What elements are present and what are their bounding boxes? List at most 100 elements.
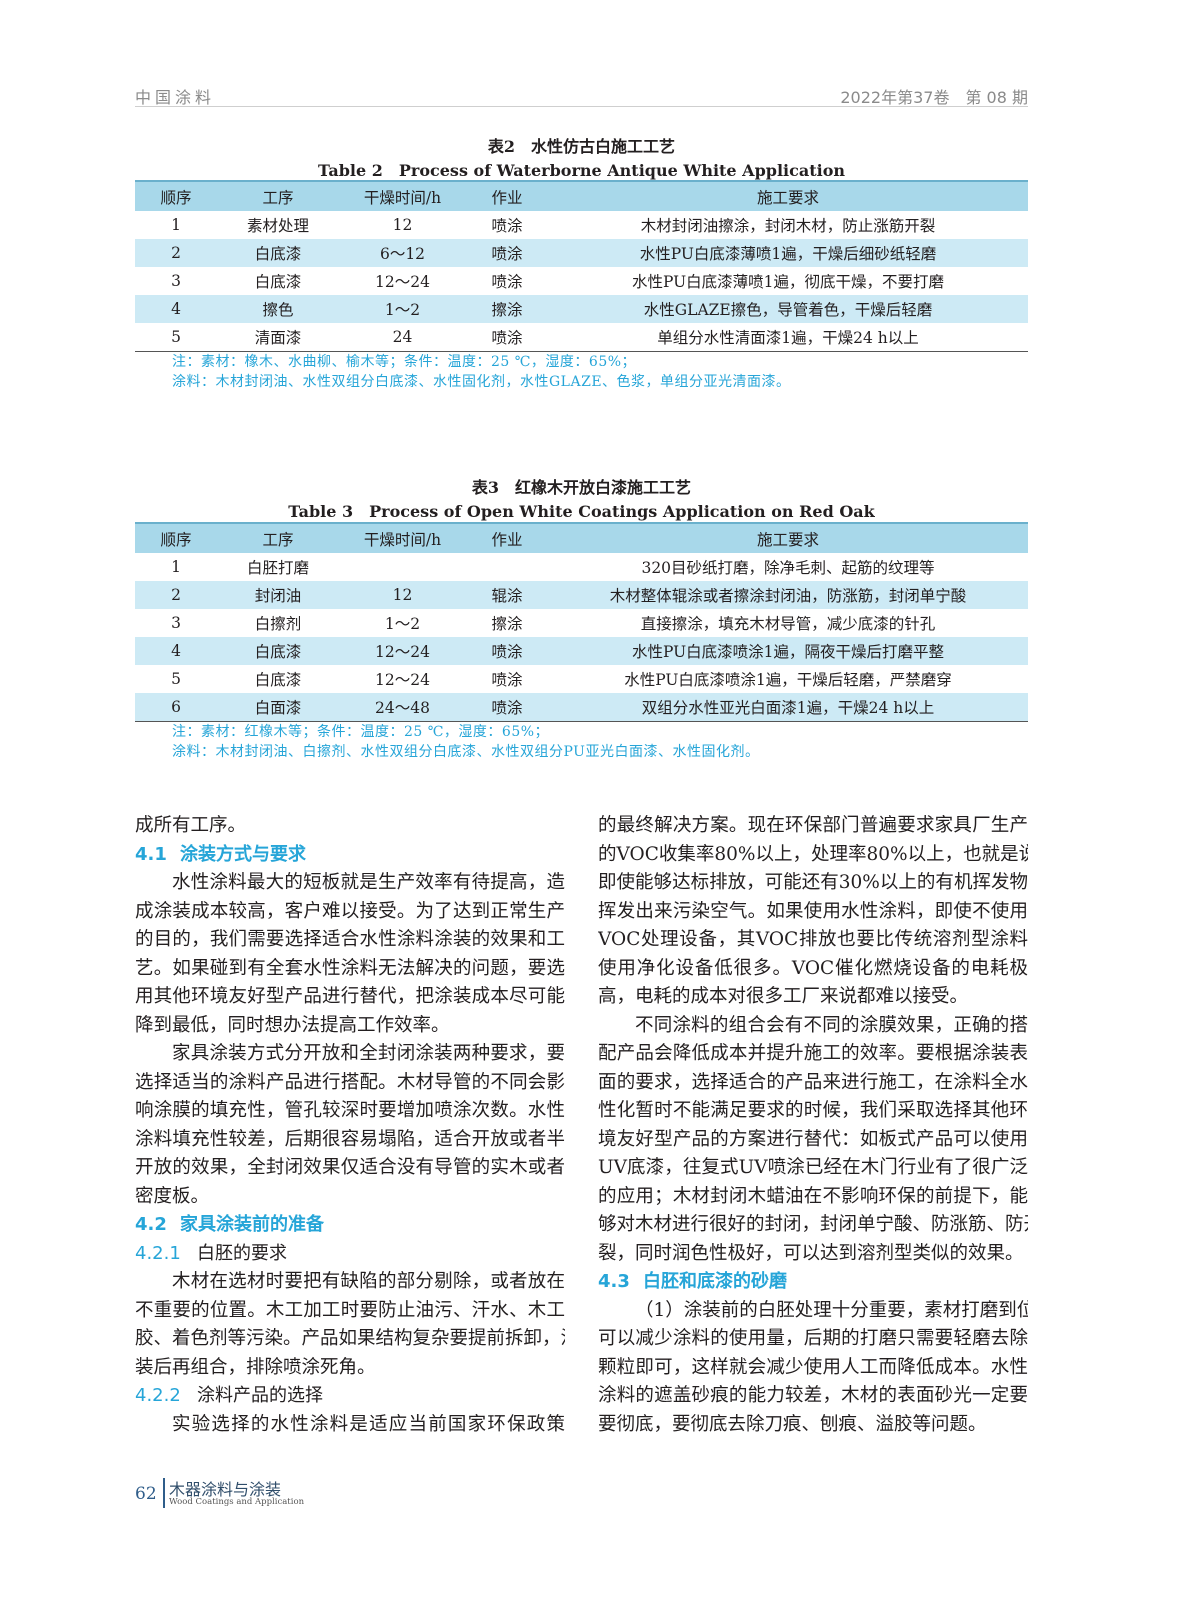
heading-text: 白胚的要求 xyxy=(197,1242,287,1264)
paragraph-line: 不重要的位置。木工加工时要防止油污、汗水、木工 xyxy=(135,1299,565,1321)
table-cell: 喷涂 xyxy=(491,273,523,291)
table-cell: 水性PU白底漆喷涂1遍，干燥后轻磨，严禁磨穿 xyxy=(624,671,952,689)
column-header: 工序 xyxy=(217,522,339,553)
table-cell: 1 xyxy=(171,558,181,576)
paragraph-line: 涂料填充性较差，后期很容易塌陷，适合开放或者半 xyxy=(135,1128,565,1150)
paragraph-line: VOC处理设备，其VOC排放也要比传统溶剂型涂料 xyxy=(598,929,1028,950)
paragraph-line: 降到最低，同时想办法提高工作效率。 xyxy=(135,1014,450,1036)
table-cell: 12～24 xyxy=(375,671,430,689)
paragraph-line: 胶、着色剂等污染。产品如果结构复杂要提前拆卸，涂 xyxy=(135,1328,565,1349)
table-cell: 辊涂 xyxy=(466,581,548,609)
paragraph-line: 境友好型产品的方案进行替代：如板式产品可以使用 xyxy=(598,1128,1028,1150)
table-cell: 擦涂 xyxy=(491,615,523,633)
paragraph-line: 水性涂料最大的短板就是生产效率有待提高，造 xyxy=(172,872,565,893)
table-cell: 3 xyxy=(171,614,181,632)
paragraph-line: 艺。如果碰到有全套水性涂料无法解决的问题，要选 xyxy=(135,957,565,979)
table-cell: 清面漆 xyxy=(217,323,339,352)
journal-name: 中国涂料 xyxy=(135,88,216,107)
table-cell: 双组分水性亚光白面漆1遍，干燥24 h以上 xyxy=(548,693,1028,722)
table-cell: 喷涂 xyxy=(491,217,523,235)
footer-divider xyxy=(163,1478,165,1508)
table-cell: 1～2 xyxy=(339,295,466,323)
section-heading: 4.1 涂装方式与要求 xyxy=(135,841,565,870)
column-header: 干燥时间/h xyxy=(339,522,466,553)
table-row: 2 封闭油 12 辊涂 木材整体辊涂或者擦涂封闭油，防涨筋，封闭单宁酸 xyxy=(135,581,1028,609)
table-cell: 4 xyxy=(135,295,217,323)
table-cell: 6 xyxy=(135,693,217,722)
table-row: 4 白底漆 12～24 喷涂 水性PU白底漆喷涂1遍，隔夜干燥后打磨平整 xyxy=(135,637,1028,665)
table-cell: 喷涂 xyxy=(466,637,548,665)
footer-journal-cn: 木器涂料与涂装 xyxy=(169,1480,282,1499)
table-row: 5 清面漆 24 喷涂 单组分水性清面漆1遍，干燥24 h以上 xyxy=(135,323,1028,352)
heading-number: 4.3 xyxy=(598,1271,630,1292)
table-cell: 喷涂 xyxy=(466,323,548,352)
table2-title-en: Table 2 Process of Waterborne Antique Wh… xyxy=(317,161,845,180)
paragraph-line: 开放的效果，全封闭效果仅适合没有导管的实木或者 xyxy=(135,1157,565,1178)
heading-text: 涂料产品的选择 xyxy=(197,1385,323,1406)
paragraph-line: 成所有工序。 xyxy=(135,815,247,836)
table-cell: 水性PU白底漆薄喷1遍，彻底干燥，不要打磨 xyxy=(631,273,945,291)
table-cell: 单组分水性清面漆1遍，干燥24 h以上 xyxy=(548,323,1028,352)
paragraph-line: 面的要求，选择适合的产品来进行施工，在涂料全水 xyxy=(598,1071,1028,1093)
table2-note-1: 注：素材：橡木、水曲柳、榆木等；条件：温度：25 ℃，湿度：65%； xyxy=(172,354,637,370)
paragraph-line: 够对木材进行很好的封闭，封闭单宁酸、防涨筋、防开 xyxy=(598,1214,1028,1235)
paragraph-line: 要彻底，要彻底去除刀痕、刨痕、溢胶等问题。 xyxy=(598,1413,987,1435)
heading-number: 4.2.2 xyxy=(135,1385,181,1406)
body-column-right: 的最终解决方案。现在环保部门普遍要求家具厂生产 的VOC收集率80%以上，处理率8… xyxy=(598,812,1028,1439)
table-cell: 24 xyxy=(339,323,466,352)
table-cell: 木材封闭油擦涂，封闭木材，防止涨筋开裂 xyxy=(640,217,936,235)
table-row: 5 白底漆 12～24 喷涂 水性PU白底漆喷涂1遍，干燥后轻磨，严禁磨穿 xyxy=(135,665,1028,693)
heading-text: 白胚和底漆的砂磨 xyxy=(643,1271,787,1292)
paragraph-line: 成涂装成本较高，客户难以接受。为了达到正常生产 xyxy=(135,900,565,922)
table-cell: 12 xyxy=(339,581,466,609)
issue-info: 2022年第37卷 第 08 期 xyxy=(840,88,1028,107)
table-cell: 2 xyxy=(135,239,217,267)
table-cell: 喷涂 xyxy=(466,693,548,722)
column-header: 顺序 xyxy=(135,180,217,211)
table-cell: 擦色 xyxy=(217,295,339,323)
table-cell: 3 xyxy=(171,272,181,290)
paragraph-line: 用其他环境友好型产品进行替代，把涂装成本尽可能 xyxy=(135,986,565,1007)
paragraph-line: 家具涂装方式分开放和全封闭涂装两种要求，要 xyxy=(172,1043,565,1064)
subsection-heading: 4.2.2 涂料产品的选择 xyxy=(135,1382,565,1411)
section-heading: 4.2 家具涂装前的准备 xyxy=(135,1211,565,1240)
paragraph-line: 高，电耗的成本对很多工厂来说都难以接受。 xyxy=(598,986,969,1007)
table-cell: 1～2 xyxy=(384,615,421,633)
table-cell: 水性GLAZE擦色，导管着色，干燥后轻磨 xyxy=(548,295,1028,323)
paragraph-line: 的目的，我们需要选择适合水性涂料涂装的效果和工 xyxy=(135,929,565,950)
table2-title-cn: 表2 水性仿古白施工工艺 xyxy=(487,137,676,156)
column-header: 顺序 xyxy=(135,522,217,553)
paragraph-line: 不同涂料的组合会有不同的涂膜效果，正确的搭 xyxy=(635,1014,1028,1036)
body-column-left: 成所有工序。 4.1 涂装方式与要求 水性涂料最大的短板就是生产效率有待提高，造成涂装… xyxy=(135,812,565,1439)
table-cell: 木材整体辊涂或者擦涂封闭油，防涨筋，封闭单宁酸 xyxy=(548,581,1028,609)
table-row: 2 白底漆 6～12 喷涂 水性PU白底漆薄喷1遍，干燥后细砂纸轻磨 xyxy=(135,239,1028,267)
table3-note-1: 注：素材：红橡木等；条件：温度：25 ℃，湿度：65%； xyxy=(172,724,550,740)
table2-note-2: 涂料：木材封闭油、水性双组分白底漆、水性固化剂，水性GLAZE、色浆，单组分亚光… xyxy=(172,374,791,390)
table2: 顺序 工序 干燥时间/h 作业 施工要求 1 素材处理 12 喷涂 木材封闭油擦涂，封闭木材，防止… xyxy=(135,180,1028,352)
column-header: 干燥时间/h xyxy=(339,180,466,211)
paragraph-line: 使用净化设备低很多。VOC催化燃烧设备的电耗极 xyxy=(598,957,1028,979)
table-cell: 白底漆 xyxy=(217,239,339,267)
table-header-row: 顺序 工序 干燥时间/h 作业 施工要求 xyxy=(135,180,1028,211)
table-row: 1 素材处理 12 喷涂 木材封闭油擦涂，封闭木材，防止涨筋开裂 xyxy=(135,211,1028,239)
column-header: 作业 xyxy=(466,180,548,211)
table-cell: 白底漆 xyxy=(254,671,302,689)
heading-text: 家具涂装前的准备 xyxy=(180,1214,324,1235)
page-number: 62 xyxy=(135,1484,157,1504)
paragraph-line: 挥发出来污染空气。如果使用水性涂料，即使不使用 xyxy=(598,900,1028,922)
paragraph-line: 的应用；木材封闭木蜡油在不影响环保的前提下，能 xyxy=(598,1185,1028,1207)
table-cell: 封闭油 xyxy=(217,581,339,609)
paragraph-line: 密度板。 xyxy=(135,1185,210,1207)
table-cell: 5 xyxy=(135,323,217,352)
table-cell: 白擦剂 xyxy=(254,615,302,633)
paragraph-line: 可以减少涂料的使用量，后期的打磨只需要轻磨去除 xyxy=(598,1328,1028,1349)
paragraph-line: 的最终解决方案。现在环保部门普遍要求家具厂生产 xyxy=(598,815,1028,836)
paragraph-line: 裂，同时润色性极好，可以达到溶剂型类似的效果。 xyxy=(598,1242,1024,1264)
paragraph-line: 选择适当的涂料产品进行搭配。木材导管的不同会影 xyxy=(135,1071,565,1093)
table-cell: 擦涂 xyxy=(466,295,548,323)
table-cell: 白底漆 xyxy=(217,637,339,665)
table-cell: 2 xyxy=(135,581,217,609)
paragraph-line: 的VOC收集率80%以上，处理率80%以上，也就是说 xyxy=(598,843,1028,865)
table3-title-cn: 表3 红橡木开放白漆施工工艺 xyxy=(471,478,692,497)
paragraph-line: 响涂膜的填充性，管孔较深时要增加喷涂次数。水性 xyxy=(135,1100,565,1121)
